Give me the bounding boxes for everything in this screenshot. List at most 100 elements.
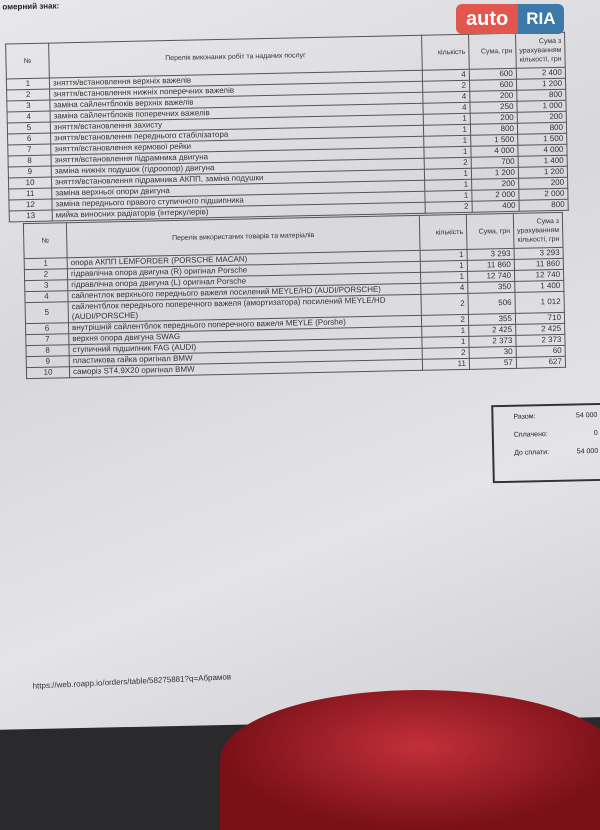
row-number: 2 — [24, 268, 68, 281]
row-number: 11 — [8, 188, 52, 200]
row-quantity: 1 — [423, 135, 471, 148]
row-total: 3 293 — [513, 247, 564, 260]
row-price: 57 — [469, 357, 517, 370]
row-total: 1 200 — [518, 166, 568, 179]
col-price: Сума, грн — [466, 213, 514, 250]
row-quantity: 2 — [422, 347, 470, 360]
row-quantity: 2 — [424, 157, 472, 170]
paid-value: 0 — [593, 429, 598, 438]
logo-ria: RIA — [518, 4, 564, 34]
row-quantity: 1 — [424, 179, 472, 192]
sum-label: Разом: — [513, 413, 536, 421]
row-number: 4 — [24, 290, 69, 303]
order-url: https://web.roapp.io/orders/table/582758… — [32, 672, 232, 691]
row-number: 7 — [7, 144, 51, 156]
row-total: 2 373 — [515, 334, 566, 347]
logo-auto: auto — [456, 4, 519, 34]
col-quantity: кількість — [421, 34, 470, 71]
row-price: 30 — [469, 346, 517, 359]
row-quantity: 4 — [422, 69, 470, 82]
autoria-logo: auto RIA — [456, 4, 564, 34]
due-value: 54 000 — [576, 447, 599, 456]
col-price: Сума, грн — [468, 33, 517, 70]
row-total: 710 — [515, 312, 565, 325]
row-price: 506 — [467, 292, 516, 315]
row-price: 4 000 — [470, 145, 519, 158]
row-total: 200 — [518, 177, 568, 190]
row-quantity: 2 — [421, 314, 469, 327]
row-price: 200 — [469, 90, 517, 103]
red-chair-background — [220, 690, 600, 830]
row-quantity: 1 — [423, 146, 472, 159]
paid-label: Сплачено: — [513, 431, 548, 439]
row-price: 3 293 — [466, 248, 515, 261]
row-quantity: 4 — [420, 282, 468, 295]
row-total: 1 200 — [516, 78, 566, 91]
row-total: 12 740 — [514, 269, 564, 282]
col-quantity: кількість — [419, 214, 467, 251]
row-price: 350 — [467, 281, 515, 294]
row-quantity: 1 — [424, 168, 472, 181]
row-total: 800 — [517, 122, 567, 135]
row-quantity: 1 — [420, 260, 468, 273]
row-total: 1 400 — [518, 155, 568, 168]
totals-box: Разом: 54 000 Сплачено: 0 До сплати: 54 000 — [491, 402, 600, 484]
row-price: 700 — [471, 156, 519, 169]
row-total: 60 — [516, 345, 566, 358]
invoice-paper: омерний знак: № Перелік виконаних робіт … — [0, 0, 600, 730]
row-quantity: 2 — [422, 80, 470, 93]
row-price: 11 860 — [467, 259, 515, 272]
row-number: 13 — [9, 210, 53, 222]
row-quantity: 1 — [419, 249, 468, 262]
works-table: № Перелік виконаних робіт та наданих пос… — [5, 32, 569, 223]
row-number: 2 — [6, 89, 50, 101]
sum-value: 54 000 — [575, 411, 598, 420]
row-price: 800 — [470, 123, 518, 136]
row-quantity: 2 — [424, 201, 473, 214]
row-number: 10 — [26, 366, 70, 379]
row-total: 1 400 — [514, 280, 564, 293]
row-quantity: 4 — [422, 91, 470, 104]
row-quantity: 1 — [421, 336, 470, 349]
row-total: 4 000 — [517, 144, 568, 157]
row-total: 1 012 — [514, 291, 565, 314]
row-quantity: 1 — [424, 190, 472, 203]
col-total: Сума з урахуванням кількості, грн — [513, 212, 564, 249]
parts-table: № Перелік використаних товарів та матері… — [23, 212, 566, 379]
row-quantity: 1 — [421, 325, 469, 338]
row-price: 12 740 — [467, 270, 515, 283]
row-price: 600 — [469, 68, 517, 81]
row-quantity: 1 — [420, 271, 468, 284]
row-number: 5 — [25, 301, 69, 324]
row-price: 200 — [471, 178, 519, 191]
row-number: 6 — [25, 322, 69, 335]
row-price: 200 — [470, 112, 518, 125]
row-price: 400 — [471, 200, 520, 213]
row-quantity: 2 — [420, 293, 469, 316]
row-total: 2 425 — [515, 323, 565, 336]
row-total: 1 500 — [517, 133, 567, 146]
row-total: 11 860 — [514, 258, 564, 271]
row-total: 2 400 — [516, 67, 566, 80]
row-price: 1 200 — [471, 167, 519, 180]
row-number: 12 — [8, 199, 53, 211]
plate-label: омерний знак: — [2, 1, 60, 12]
col-number: № — [23, 222, 68, 259]
row-price: 2 425 — [468, 324, 516, 337]
row-number: 3 — [24, 279, 68, 292]
row-number: 1 — [6, 78, 50, 90]
row-number: 10 — [8, 177, 52, 189]
row-price: 250 — [469, 101, 518, 114]
col-total: Сума з урахуванням кількості, грн — [515, 32, 566, 69]
row-total: 2 000 — [518, 188, 569, 201]
row-price: 1 500 — [470, 134, 518, 147]
row-price: 2 000 — [471, 189, 519, 202]
row-number: 3 — [6, 100, 51, 112]
row-quantity: 4 — [422, 102, 471, 115]
row-number: 1 — [24, 257, 68, 270]
due-label: До сплати: — [514, 449, 550, 457]
row-number: 7 — [25, 333, 69, 346]
row-price: 355 — [468, 313, 516, 326]
row-number: 6 — [7, 133, 51, 145]
row-price: 2 373 — [468, 335, 517, 348]
